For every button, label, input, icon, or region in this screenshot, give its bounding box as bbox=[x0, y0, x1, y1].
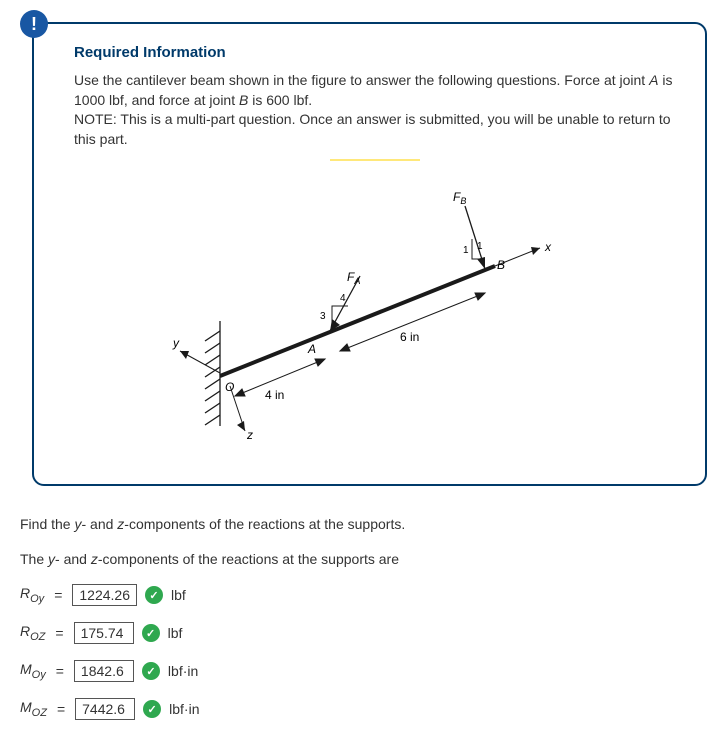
answer-symbol: MOy bbox=[20, 661, 46, 681]
label-x: x bbox=[544, 240, 552, 254]
equals: = bbox=[56, 663, 64, 679]
answer-row: MOZ = 7442.6 ✓ lbf·in bbox=[20, 698, 707, 720]
check-icon: ✓ bbox=[142, 662, 160, 680]
label-y: y bbox=[172, 336, 180, 350]
equals: = bbox=[57, 701, 65, 717]
highlight-bar bbox=[330, 159, 420, 161]
answer-input[interactable]: 1224.26 bbox=[72, 584, 137, 606]
alert-icon: ! bbox=[20, 10, 48, 38]
answer-row: ROy = 1224.26 ✓ lbf bbox=[20, 584, 707, 606]
answer-symbol: ROZ bbox=[20, 623, 45, 643]
answers-container: ROy = 1224.26 ✓ lbf ROZ = 175.74 ✓ lbf MOy = 1842.6 ✓… bbox=[20, 584, 707, 720]
check-icon: ✓ bbox=[142, 624, 160, 642]
check-icon: ✓ bbox=[145, 586, 163, 604]
check-icon: ✓ bbox=[143, 700, 161, 718]
angle-3: 3 bbox=[320, 311, 326, 322]
label-B: B bbox=[497, 258, 505, 272]
label-z: z bbox=[246, 428, 253, 442]
answer-input[interactable]: 7442.6 bbox=[75, 698, 135, 720]
answer-unit: lbf·in bbox=[168, 663, 198, 679]
answer-row: MOy = 1842.6 ✓ lbf·in bbox=[20, 660, 707, 682]
beam-diagram: y z O x A 3 4 FA B bbox=[165, 181, 585, 461]
info-card: ! Required Information Use the cantileve… bbox=[32, 22, 707, 486]
label-O: O bbox=[225, 380, 234, 394]
angle-1a: 1 bbox=[463, 245, 469, 256]
angle-4: 4 bbox=[340, 293, 346, 304]
dim-4in: 4 in bbox=[265, 388, 284, 402]
question-section: Find the y- and z-components of the reac… bbox=[20, 514, 707, 720]
answer-unit: lbf bbox=[168, 625, 183, 641]
equals: = bbox=[54, 587, 62, 603]
equals: = bbox=[55, 625, 63, 641]
answer-unit: lbf·in bbox=[169, 701, 199, 717]
answer-input[interactable]: 1842.6 bbox=[74, 660, 134, 682]
answer-row: ROZ = 175.74 ✓ lbf bbox=[20, 622, 707, 644]
question-prompt: Find the y- and z-components of the reac… bbox=[20, 514, 707, 535]
label-A: A bbox=[307, 342, 316, 356]
figure-container: y z O x A 3 4 FA B bbox=[74, 181, 675, 464]
answer-symbol: MOZ bbox=[20, 699, 47, 719]
answer-symbol: ROy bbox=[20, 585, 44, 605]
label-FB: FB bbox=[453, 190, 466, 206]
dim-6in: 6 in bbox=[400, 330, 419, 344]
card-title: Required Information bbox=[74, 44, 675, 61]
answer-unit: lbf bbox=[171, 587, 186, 603]
label-FA: FA bbox=[347, 270, 360, 286]
answer-input[interactable]: 175.74 bbox=[74, 622, 134, 644]
angle-1b: 1 bbox=[477, 241, 483, 252]
intro-text: Use the cantilever beam shown in the fig… bbox=[74, 71, 675, 149]
question-lead: The y- and z-components of the reactions… bbox=[20, 549, 707, 570]
